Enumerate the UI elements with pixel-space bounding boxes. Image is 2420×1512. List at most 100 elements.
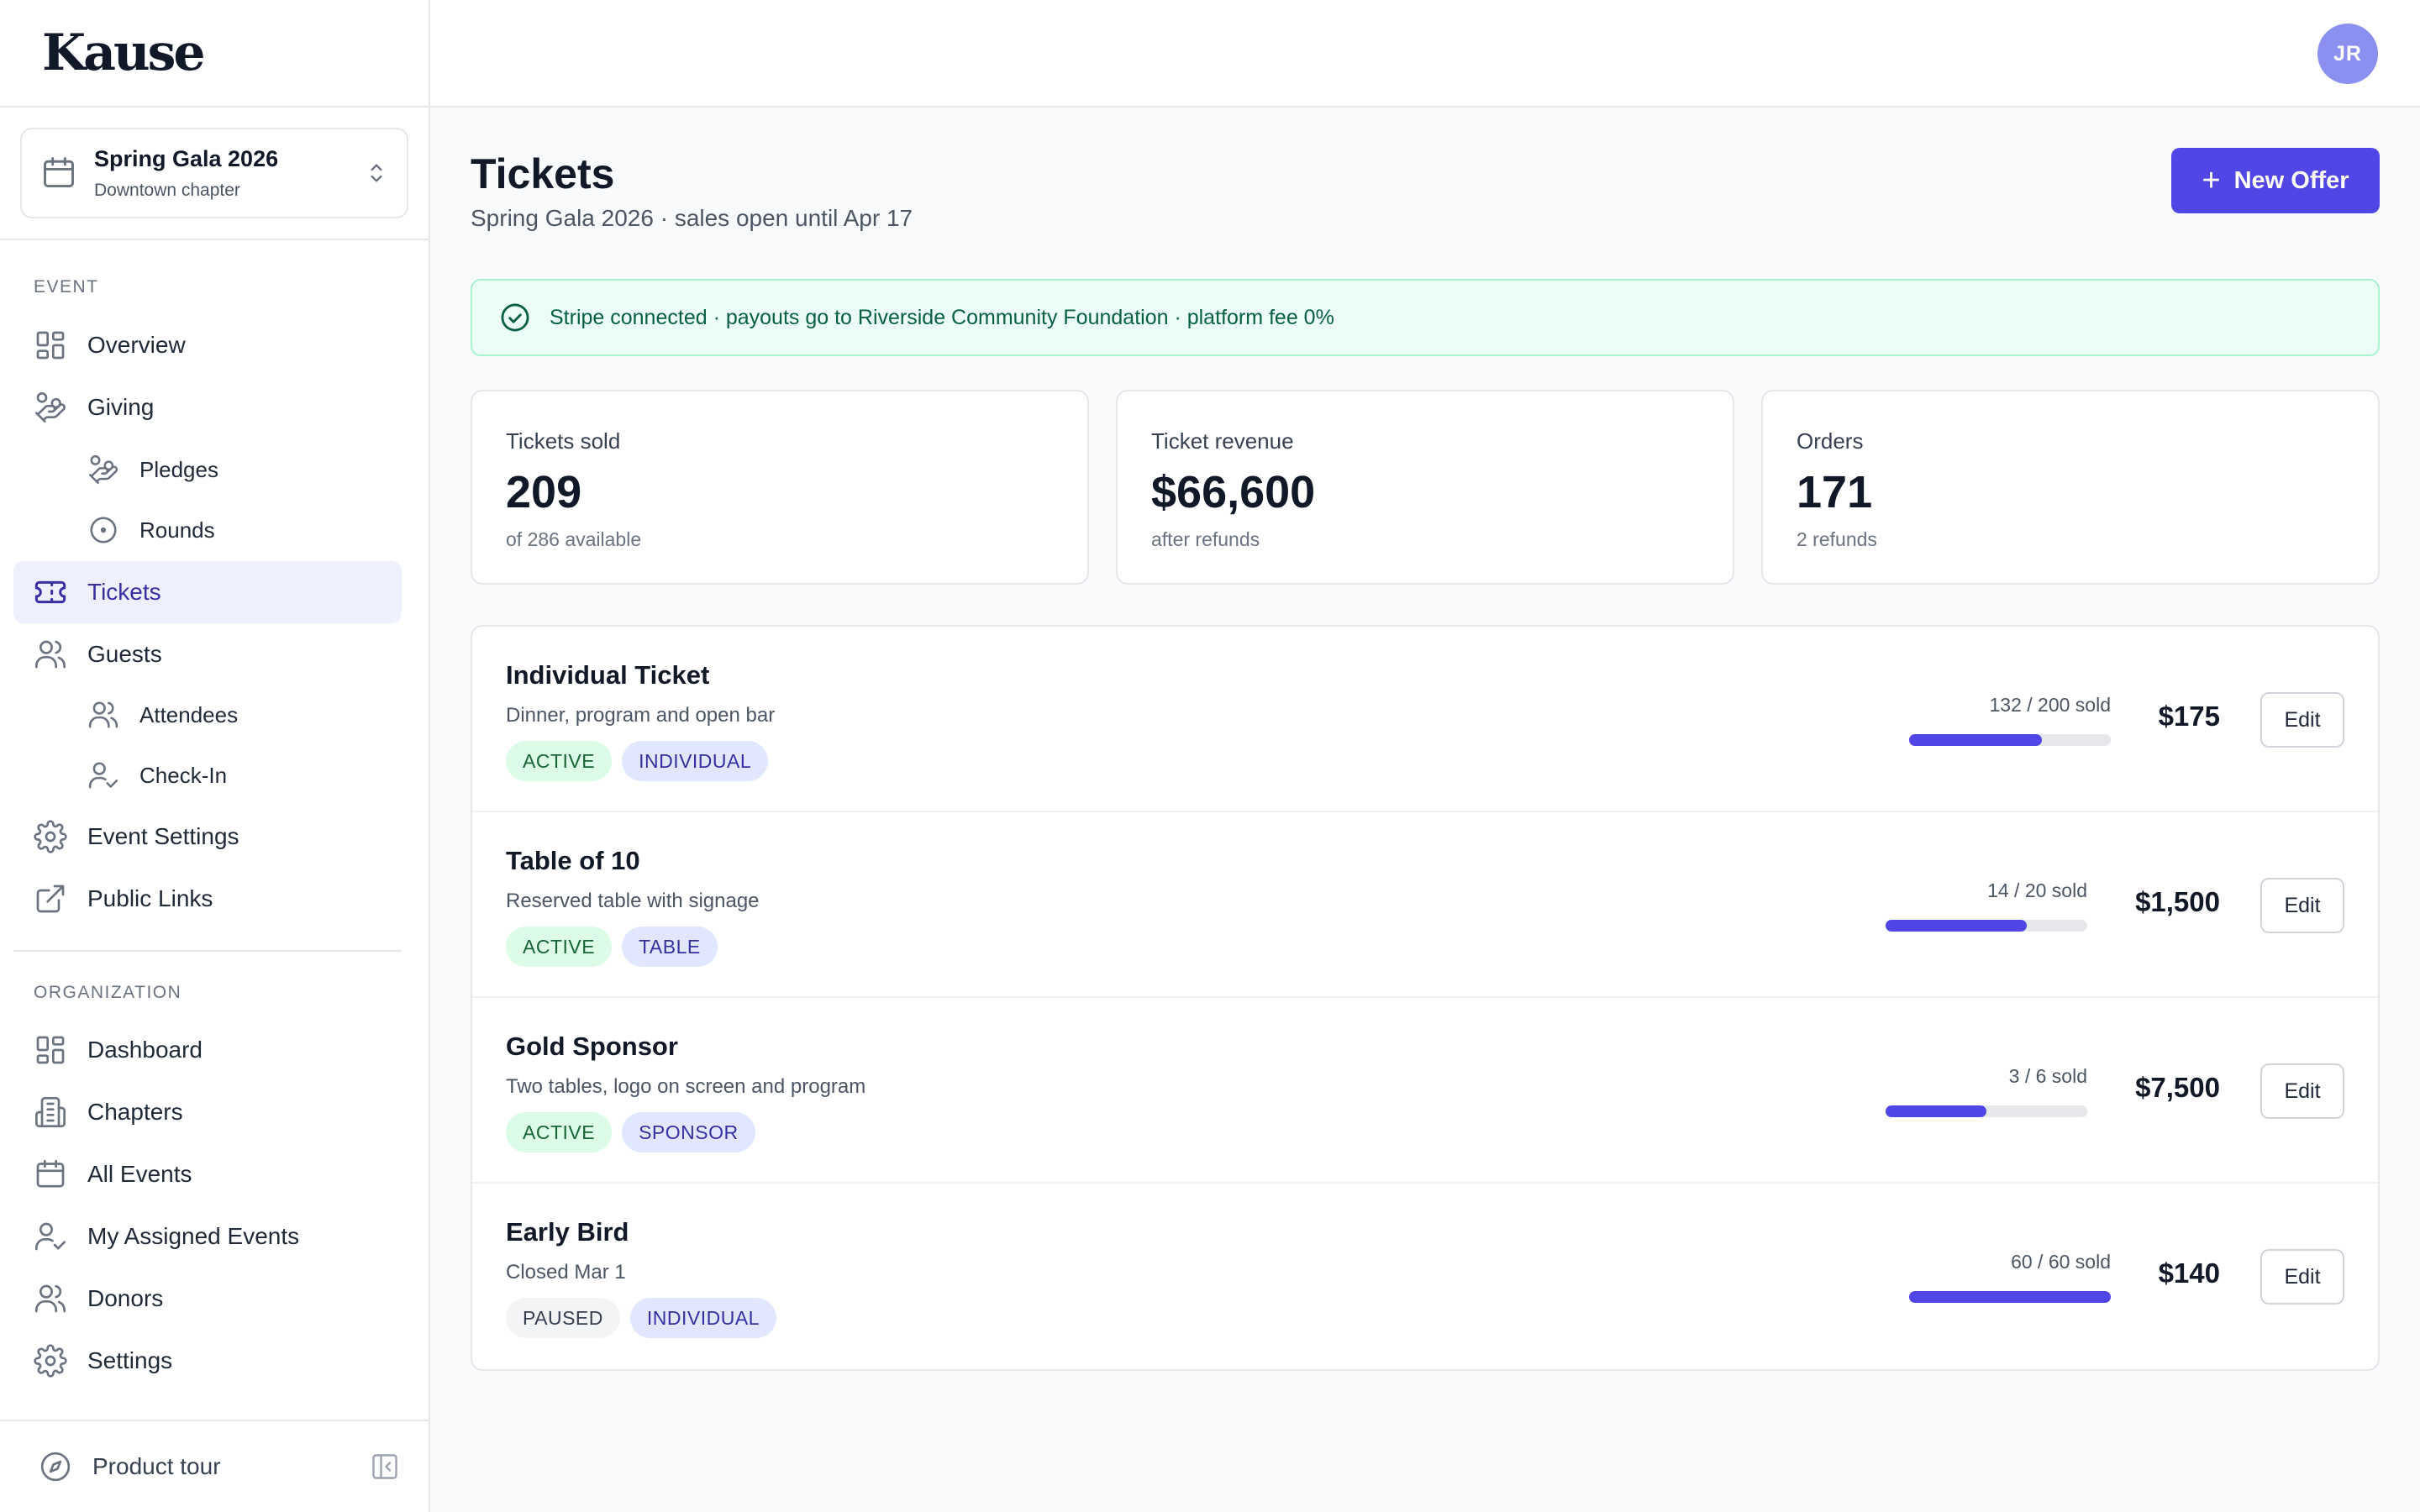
- sold-progress-bar: [1886, 1105, 2087, 1117]
- sold-progress-fill: [1886, 1105, 1986, 1117]
- offer-name: Table of 10: [506, 846, 640, 875]
- sidebar-item-chapters[interactable]: Chapters: [13, 1081, 402, 1143]
- section-label-organization: ORGANIZATION: [34, 983, 182, 1002]
- offer-price: $1,500: [2135, 886, 2220, 917]
- sidebar-item-my-assigned-events[interactable]: My Assigned Events: [13, 1205, 402, 1268]
- sidebar-item-label: Event Settings: [87, 823, 239, 849]
- brand-logo[interactable]: Kause: [42, 24, 206, 82]
- sidebar-item-label: My Assigned Events: [87, 1223, 300, 1249]
- sidebar-item-all-events[interactable]: All Events: [13, 1143, 402, 1205]
- compass-icon: [40, 1452, 71, 1482]
- sidebar-item-label: Donors: [87, 1285, 164, 1311]
- sidebar-divider: [13, 950, 402, 952]
- stat-card-orders: Orders 171 2 refunds: [1761, 390, 2380, 585]
- offer-badges: ACTIVE SPONSOR: [506, 1112, 755, 1152]
- sidebar-item-label: Attendees: [139, 701, 239, 727]
- offer-name: Gold Sponsor: [506, 1032, 678, 1061]
- sidebar-item-tickets[interactable]: Tickets: [13, 561, 402, 623]
- external-link-icon: [36, 885, 65, 913]
- user-check-icon: [88, 762, 118, 789]
- status-badge: ACTIVE: [506, 741, 613, 781]
- edit-offer-button[interactable]: Edit: [2260, 1249, 2344, 1305]
- event-name: Spring Gala 2026: [94, 145, 279, 171]
- sidebar-item-label: Public Links: [87, 885, 213, 911]
- logo-row: Kause: [0, 0, 429, 108]
- sidebar-item-public-links[interactable]: Public Links: [13, 868, 402, 930]
- offer-description: Closed Mar 1: [506, 1261, 626, 1284]
- sidebar-item-pledges[interactable]: Pledges: [13, 438, 402, 501]
- page-title: Tickets: [471, 150, 615, 197]
- sidebar-item-overview[interactable]: Overview: [13, 314, 402, 376]
- top-bar: JR: [430, 0, 2420, 108]
- event-chapter: Downtown chapter: [94, 180, 240, 200]
- sidebar-item-dashboard[interactable]: Dashboard: [13, 1019, 402, 1081]
- building-icon: [35, 1097, 66, 1127]
- product-tour-button[interactable]: Product tour: [39, 1450, 370, 1483]
- calendar-icon: [44, 157, 74, 188]
- grid-icon: [36, 1036, 65, 1064]
- edit-offer-button[interactable]: Edit: [2260, 692, 2344, 748]
- sold-count: 60 / 60 sold: [2011, 1251, 2111, 1273]
- calendar-icon: [36, 1159, 65, 1188]
- stat-value: $66,600: [1151, 467, 1316, 517]
- status-badge: ACTIVE: [506, 927, 613, 967]
- sidebar-item-check-in[interactable]: Check-In: [13, 744, 402, 806]
- offer-price: $140: [2158, 1257, 2220, 1289]
- sidebar-item-label: Chapters: [87, 1099, 183, 1125]
- sold-progress-bar: [1886, 920, 2087, 932]
- offer-description: Dinner, program and open bar: [506, 704, 776, 727]
- sidebar-item-attendees[interactable]: Attendees: [13, 684, 402, 746]
- sidebar-item-label: Dashboard: [87, 1037, 203, 1063]
- sidebar-item-label: All Events: [87, 1161, 192, 1187]
- stat-value: 171: [1797, 467, 1873, 517]
- sidebar-item-giving[interactable]: Giving: [13, 376, 402, 438]
- offer-price: $7,500: [2135, 1072, 2220, 1103]
- offer-row: Individual Ticket Dinner, program and op…: [472, 627, 2378, 812]
- stat-note: of 286 available: [506, 528, 642, 550]
- type-badge: SPONSOR: [622, 1112, 755, 1152]
- edit-offer-button[interactable]: Edit: [2260, 1063, 2344, 1119]
- offer-name: Early Bird: [506, 1217, 629, 1247]
- stat-card-ticket-revenue: Ticket revenue $66,600 after refunds: [1116, 390, 1734, 585]
- offer-row: Gold Sponsor Two tables, logo on screen …: [472, 998, 2378, 1184]
- event-selector-text: Spring Gala 2026 Downtown chapter: [94, 146, 363, 201]
- ticket-icon: [34, 580, 66, 604]
- sidebar-item-rounds[interactable]: Rounds: [13, 499, 402, 561]
- page-subtitle: Spring Gala 2026 · sales open until Apr …: [471, 205, 913, 231]
- sidebar-item-label: Giving: [87, 394, 155, 420]
- sidebar-item-label: Tickets: [87, 579, 161, 605]
- hand-coins-icon: [35, 392, 66, 423]
- sidebar-footer: Product tour: [0, 1420, 429, 1512]
- sold-progress-fill: [1909, 734, 2043, 746]
- event-selector[interactable]: Spring Gala 2026 Downtown chapter: [20, 128, 408, 218]
- offer-row: Early Bird Closed Mar 1 PAUSED INDIVIDUA…: [472, 1184, 2378, 1369]
- offer-badges: PAUSED INDIVIDUAL: [506, 1298, 776, 1338]
- avatar[interactable]: JR: [2317, 24, 2378, 84]
- hand-coins-icon: [88, 454, 118, 485]
- section-label-event: EVENT: [34, 277, 99, 297]
- event-selector-wrap: Spring Gala 2026 Downtown chapter: [0, 108, 429, 240]
- new-offer-button[interactable]: + New Offer: [2171, 148, 2380, 213]
- sidebar-item-label: Pledges: [139, 456, 218, 482]
- sidebar-item-event-settings[interactable]: Event Settings: [13, 806, 402, 868]
- sidebar-item-guests[interactable]: Guests: [13, 623, 402, 685]
- plus-icon: +: [2202, 163, 2221, 198]
- offer-name: Individual Ticket: [506, 660, 710, 690]
- collapse-sidebar-icon[interactable]: [370, 1452, 400, 1482]
- grid-icon: [36, 331, 65, 360]
- edit-offer-button[interactable]: Edit: [2260, 878, 2344, 933]
- user-check-icon: [35, 1222, 66, 1251]
- type-badge: INDIVIDUAL: [622, 741, 769, 781]
- sold-progress-fill: [1909, 1291, 2111, 1303]
- offer-description: Reserved table with signage: [506, 890, 760, 912]
- sidebar-item-donors[interactable]: Donors: [13, 1268, 402, 1330]
- sold-count: 14 / 20 sold: [1987, 879, 2087, 901]
- gear-icon: [34, 1344, 67, 1378]
- stat-card-tickets-sold: Tickets sold 209 of 286 available: [471, 390, 1089, 585]
- sidebar-item-label: Rounds: [139, 517, 215, 543]
- users-icon: [35, 640, 66, 669]
- chevron-up-down-icon: [371, 164, 382, 182]
- type-badge: INDIVIDUAL: [629, 1298, 776, 1338]
- sidebar-item-settings[interactable]: Settings: [13, 1330, 402, 1392]
- stat-label: Ticket revenue: [1151, 428, 1294, 454]
